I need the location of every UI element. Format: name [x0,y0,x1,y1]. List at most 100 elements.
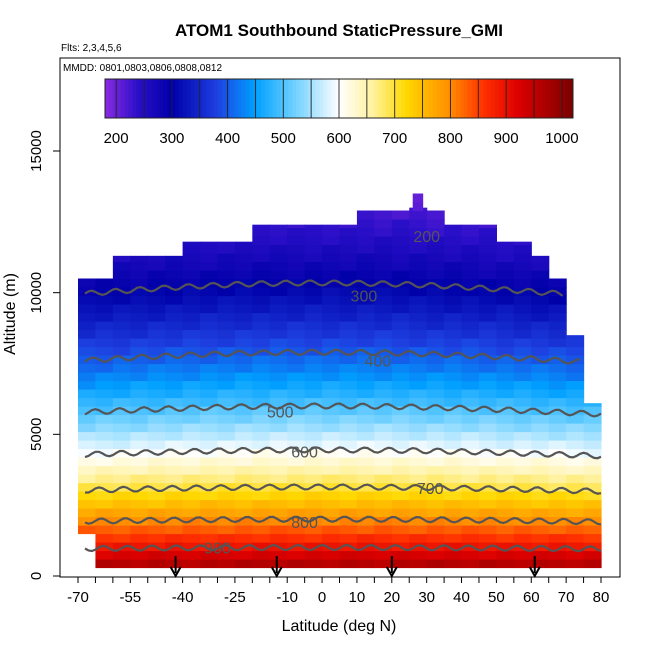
heatmap-cell [78,525,97,535]
heatmap-cell [200,474,219,484]
heatmap-cell [112,397,131,407]
heatmap-cell [304,508,323,518]
heatmap-cell [531,295,550,305]
heatmap-cell [112,278,131,288]
heatmap-cell [287,270,306,280]
heatmap-cell [287,224,306,229]
heatmap-cell [217,525,236,535]
heatmap-cell [269,499,288,509]
colorbar-tick-label: 900 [494,130,519,147]
heatmap-cell [165,448,184,458]
heatmap-cell [165,321,184,331]
heatmap-cell [130,363,149,373]
heatmap-cell [478,491,497,501]
heatmap-cell [182,499,201,509]
heatmap-cell [182,491,201,501]
heatmap-cell [165,414,184,424]
heatmap-cell [112,474,131,484]
heatmap-cell [287,465,306,475]
heatmap-cell [339,287,358,297]
heatmap-cell [356,559,375,569]
contour-label: 900 [204,541,231,558]
heatmap-cell [95,287,114,297]
heatmap-cell [287,321,306,331]
heatmap-cell [217,312,236,322]
colorbar-segment [327,79,332,118]
heatmap-cell [234,465,253,475]
heatmap-cell [566,559,585,569]
heatmap-cell [461,227,480,237]
heatmap-cell [566,346,585,356]
heatmap-cell [165,355,184,365]
heatmap-cell [95,431,114,441]
heatmap-cell [513,253,532,263]
heatmap-cell [95,491,114,501]
heatmap-cell [322,355,341,365]
heatmap-cell [444,380,463,390]
heatmap-cell [374,219,393,229]
colorbar-segment [467,79,473,118]
heatmap-cell [426,380,445,390]
heatmap-cell [496,295,515,305]
heatmap-cell [217,355,236,365]
heatmap-cell [287,278,306,288]
heatmap-cell [112,465,131,475]
heatmap-cell [444,224,463,229]
heatmap-cell [130,397,149,407]
heatmap-cell [531,304,550,314]
heatmap-cell [182,253,201,263]
heatmap-cell [356,474,375,484]
heatmap-cell [322,508,341,518]
heatmap-cell [304,261,323,271]
heatmap-cell [234,431,253,441]
heatmap-cell [426,406,445,416]
colorbar-segment [132,79,137,118]
heatmap-cell [356,253,375,263]
colorbar-segment [272,79,278,118]
heatmap-cell [339,440,358,450]
heatmap-cell [269,346,288,356]
heatmap-cell [531,355,550,365]
heatmap-cell [252,491,271,501]
heatmap-cell [444,482,463,492]
heatmap-cell [339,261,358,271]
heatmap-cell [478,244,497,254]
colorbar-segment [167,79,172,118]
heatmap-cell [356,533,375,543]
heatmap-cell [444,550,463,560]
heatmap-cell [287,431,306,441]
heatmap-cell [339,270,358,280]
heatmap-cell [182,312,201,322]
axes: -70 -55 -40 -25 -10 0 10 20 30 40 50 60 70 8005000100… [28,57,621,606]
heatmap-cell [566,397,585,407]
heatmap-cell [374,227,393,237]
heatmap-cell [391,270,410,280]
heatmap-cell [374,278,393,288]
colorbar-segment [175,79,180,118]
heatmap-cell [444,244,463,254]
heatmap-cell [78,508,97,518]
heatmap-cell [548,525,567,535]
heatmap-cell [409,516,428,526]
heatmap-cell [391,278,410,288]
heatmap-cell [444,414,463,424]
heatmap-cell [513,261,532,271]
heatmap-cell [200,550,219,560]
heatmap-cell [391,219,410,229]
heatmap-cell [531,533,550,543]
heatmap-cell [252,499,271,509]
heatmap-cell [95,363,114,373]
heatmap-cell [252,304,271,314]
heatmap-cell [548,346,567,356]
heatmap-cell [147,295,166,305]
heatmap-cell [147,329,166,339]
heatmap-cell [78,491,97,501]
colorbar-segment [140,79,145,118]
heatmap-cell [322,261,341,271]
heatmap-cell [112,542,131,552]
heatmap-cell [409,363,428,373]
heatmap-cell [269,474,288,484]
heatmap-cell [304,295,323,305]
heatmap-cell [583,440,602,450]
heatmap-cell [217,457,236,467]
